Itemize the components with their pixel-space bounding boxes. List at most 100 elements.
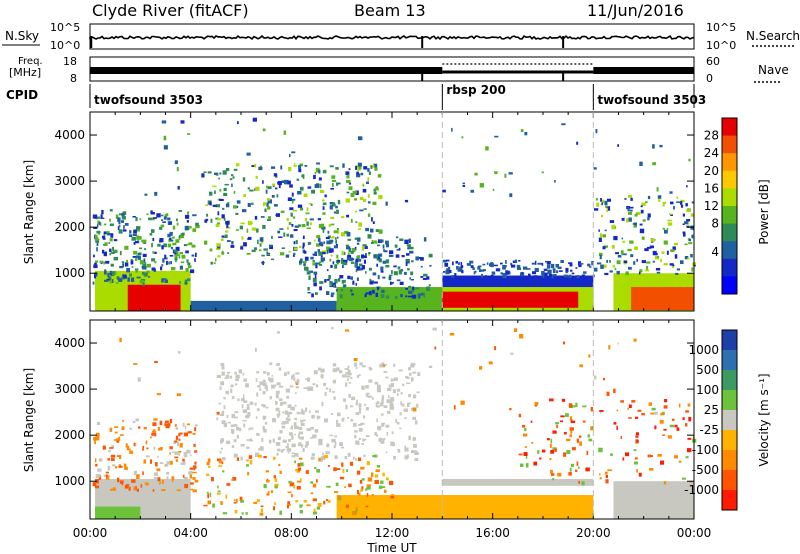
data-cell — [268, 377, 270, 381]
data-cell — [258, 166, 263, 171]
data-cell — [169, 231, 173, 236]
data-cell — [523, 433, 528, 437]
freq-band — [593, 67, 694, 74]
power-ylabel: Slant Range [km] — [22, 160, 36, 264]
data-cell — [111, 444, 114, 448]
data-cell — [105, 474, 108, 478]
data-cell — [335, 288, 338, 292]
data-cell — [174, 256, 178, 261]
data-cell — [541, 262, 544, 266]
data-cell — [690, 213, 695, 217]
data-cell — [354, 362, 357, 367]
data-cell — [266, 385, 268, 388]
power-band — [336, 287, 443, 311]
data-cell — [95, 485, 100, 489]
data-cell — [320, 223, 325, 228]
data-cell — [391, 431, 394, 435]
x-tick-label: 12:00 — [375, 526, 410, 540]
data-cell — [206, 462, 210, 466]
data-cell — [267, 186, 272, 190]
data-cell — [647, 217, 650, 221]
data-cell — [221, 411, 225, 416]
data-cell — [459, 267, 462, 271]
data-cell — [359, 268, 363, 271]
data-cell — [301, 410, 305, 415]
data-cell — [174, 252, 179, 257]
data-cell — [102, 235, 106, 239]
data-cell — [334, 491, 339, 493]
data-cell — [376, 257, 381, 261]
data-cell — [230, 174, 234, 177]
data-cell — [296, 485, 301, 490]
data-cell — [320, 374, 324, 379]
data-cell — [578, 435, 582, 438]
data-cell — [524, 427, 527, 432]
x-tick-label: 04:00 — [173, 526, 208, 540]
data-cell — [152, 251, 155, 254]
nsearch-tick-top: 10^5 — [706, 21, 736, 34]
data-cell — [242, 409, 248, 414]
data-cell — [372, 397, 374, 400]
data-cell — [561, 123, 566, 126]
data-cell — [341, 216, 345, 219]
data-cell — [493, 264, 498, 267]
data-cell — [172, 451, 176, 454]
data-cell — [296, 178, 300, 181]
data-cell — [363, 454, 366, 457]
data-cell — [382, 438, 386, 441]
data-cell — [204, 240, 208, 245]
data-cell — [300, 258, 303, 263]
data-cell — [672, 246, 676, 251]
data-cell — [361, 385, 365, 390]
data-cell — [264, 208, 267, 213]
data-cell — [629, 240, 634, 244]
data-cell — [121, 212, 125, 217]
data-cell — [408, 394, 411, 398]
data-cell — [219, 172, 222, 175]
data-cell — [691, 234, 694, 239]
data-cell — [339, 275, 344, 279]
data-cell — [633, 449, 637, 452]
data-cell — [297, 191, 302, 195]
data-cell — [92, 482, 97, 487]
data-cell — [181, 254, 186, 259]
data-cell — [633, 225, 637, 228]
data-cell — [283, 130, 287, 135]
data-cell — [373, 163, 378, 168]
data-cell — [667, 222, 673, 226]
data-cell — [174, 440, 178, 443]
data-cell — [278, 367, 282, 371]
data-cell — [551, 274, 554, 279]
data-cell — [380, 440, 384, 444]
data-cell — [682, 213, 685, 217]
data-cell — [192, 432, 196, 435]
data-cell — [693, 264, 696, 267]
data-cell — [635, 212, 639, 215]
data-cell — [627, 206, 630, 212]
data-cell — [119, 265, 123, 269]
data-cell — [291, 443, 296, 448]
data-cell — [363, 438, 367, 441]
data-cell — [404, 447, 409, 452]
data-cell — [169, 255, 174, 257]
data-cell — [344, 368, 349, 370]
data-cell — [388, 276, 392, 281]
data-cell — [613, 236, 618, 241]
data-cell — [123, 229, 127, 232]
data-cell — [568, 403, 573, 408]
data-cell — [229, 375, 233, 379]
data-cell — [151, 243, 153, 248]
data-cell — [377, 286, 379, 291]
data-cell — [103, 474, 107, 477]
data-cell — [573, 405, 576, 408]
data-cell — [299, 186, 304, 191]
data-cell — [570, 430, 573, 434]
colorbar-tick-label: 4 — [711, 245, 719, 259]
data-cell — [321, 455, 326, 460]
data-cell — [320, 241, 323, 247]
data-cell — [606, 259, 608, 263]
data-cell — [311, 293, 314, 298]
data-cell — [656, 255, 659, 258]
data-cell — [248, 236, 252, 240]
data-cell — [293, 209, 298, 212]
